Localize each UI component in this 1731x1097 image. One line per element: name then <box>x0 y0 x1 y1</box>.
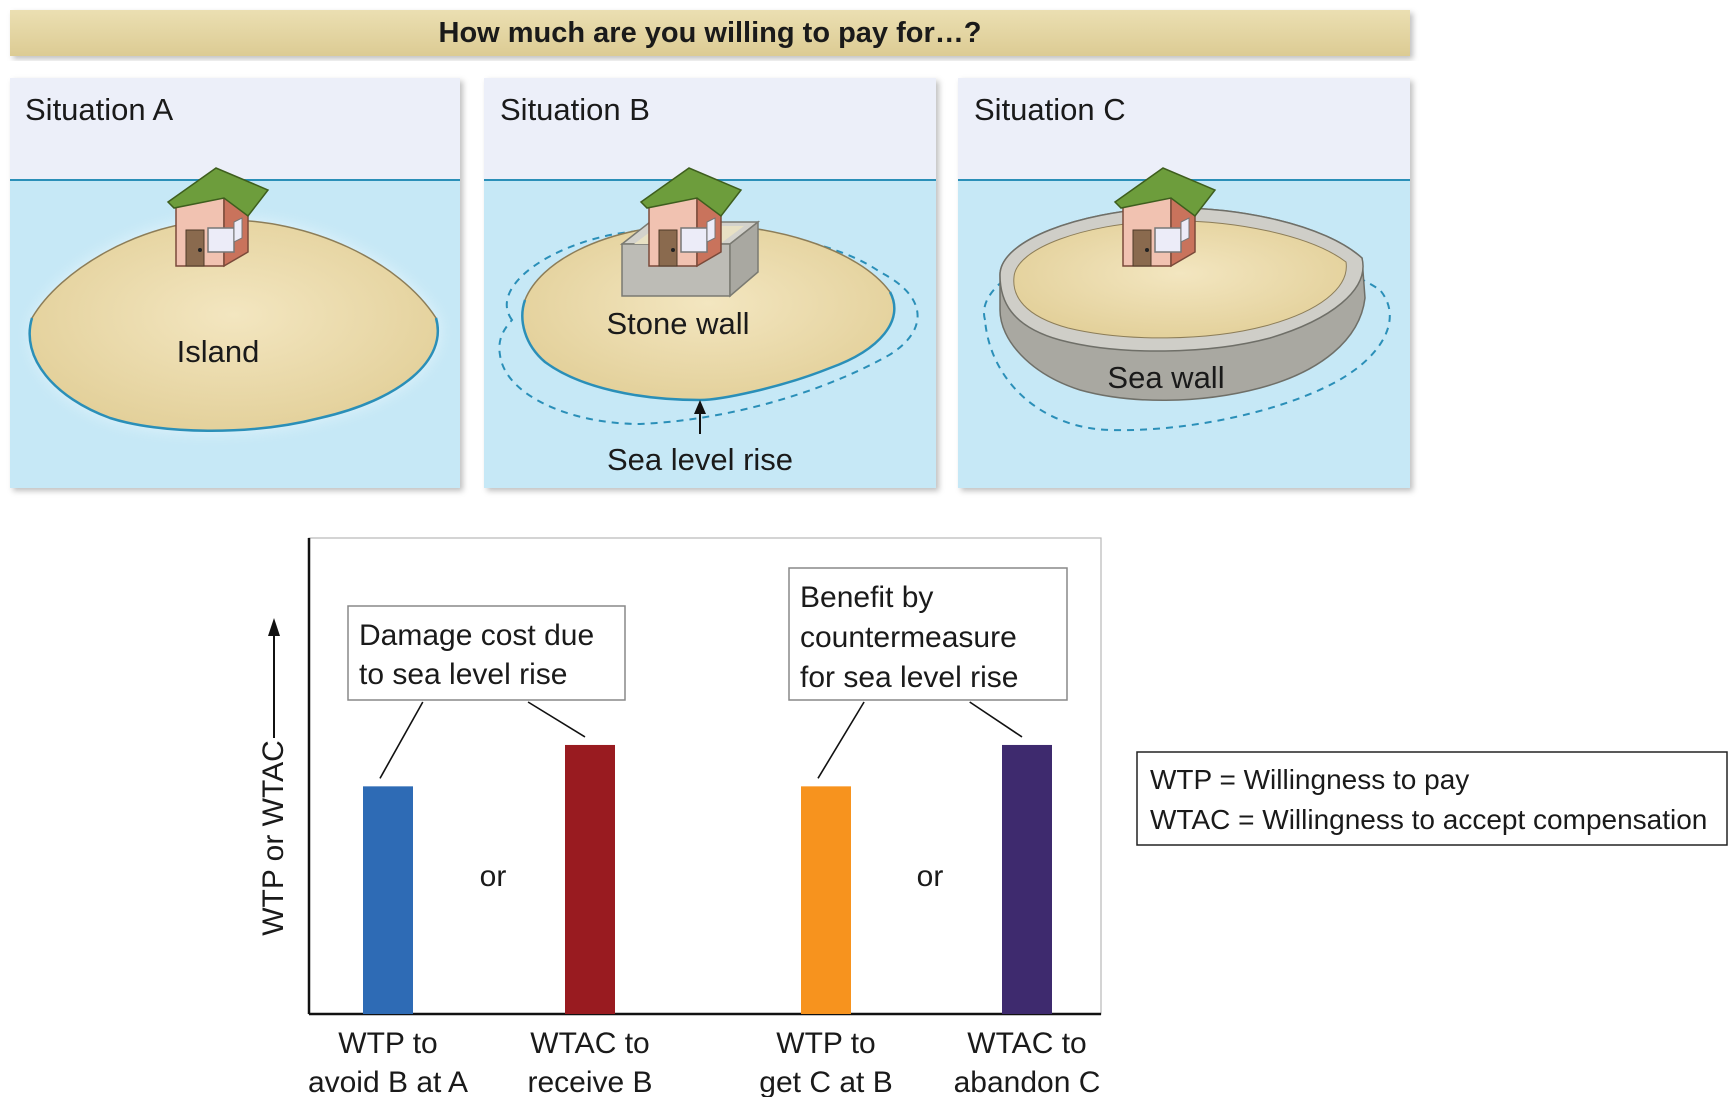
situation-a-title: Situation A <box>25 92 174 127</box>
callout-1: Damage cost due to sea level rise <box>347 605 626 779</box>
sea-level-outline <box>498 227 919 426</box>
sea-wall <box>999 207 1366 401</box>
callout-1-leader-left <box>379 701 424 779</box>
sea-level-rise-label: Sea level rise <box>607 442 793 477</box>
callout-box-1 <box>347 605 626 701</box>
stone-wall-label: Stone wall <box>606 306 749 341</box>
house-icon <box>639 167 743 268</box>
x-tick-label-2-2: receive B <box>527 1066 652 1097</box>
bar-3 <box>801 786 851 1014</box>
header-banner: How much are you willing to pay for…? <box>10 10 1410 56</box>
x-tick-label-3-1: WTP to <box>776 1027 875 1060</box>
legend-line-wtac: WTAC = Willingness to accept compensatio… <box>1150 804 1707 835</box>
or-separator-1: or <box>480 860 507 893</box>
x-tick-label-2-1: WTAC to <box>530 1027 649 1060</box>
callout-2-leader-right <box>969 701 1023 738</box>
callout-2: Benefit by countermeasure for sea level ri… <box>788 567 1068 779</box>
or-separator-2: or <box>917 860 944 893</box>
legend-box: WTP = Willingness to pay WTAC = Willingn… <box>1136 751 1728 846</box>
callout-1-line-2: to sea level rise <box>359 658 567 691</box>
callout-2-line-3: for sea level rise <box>800 661 1018 694</box>
situation-b-title: Situation B <box>500 92 650 127</box>
header-title: How much are you willing to pay for…? <box>439 17 982 49</box>
island-label: Island <box>177 334 260 369</box>
bar-1 <box>363 786 413 1014</box>
x-tick-label-1-1: WTP to <box>338 1027 437 1060</box>
callout-2-line-1: Benefit by <box>800 581 933 614</box>
x-tick-label-1-2: avoid B at A <box>308 1066 468 1097</box>
bar-2 <box>565 744 615 1014</box>
situation-a-panel: Situation A Island <box>10 78 460 488</box>
y-axis-arrowhead <box>268 618 280 636</box>
situation-c-title: Situation C <box>974 92 1126 127</box>
y-axis-label-group: WTP or WTAC <box>257 618 290 936</box>
legend-line-wtp: WTP = Willingness to pay <box>1150 764 1469 795</box>
bar-4 <box>1002 744 1052 1014</box>
situation-b-panel: Situation B Stone wall Sea level rise <box>484 78 936 488</box>
house-icon <box>1113 167 1217 268</box>
x-tick-label-4-2: abandon C <box>954 1066 1101 1097</box>
y-axis-label: WTP or WTAC <box>257 740 290 936</box>
callout-box-2 <box>788 567 1068 701</box>
house-icon <box>166 167 270 268</box>
sea-level-rise-arrow <box>694 400 706 434</box>
situation-c-panel: Situation C Sea wall <box>958 78 1410 488</box>
wtp-wtac-chart: WTP to avoid B at A WTAC to receive B WTP to… <box>257 537 1102 1097</box>
x-tick-label-4-1: WTAC to <box>967 1027 1086 1060</box>
callout-1-line-1: Damage cost due <box>359 619 594 652</box>
sea-wall-label: Sea wall <box>1107 360 1224 395</box>
callout-2-line-2: countermeasure <box>800 621 1017 654</box>
x-tick-label-3-2: get C at B <box>759 1066 892 1097</box>
callout-2-leader-left <box>817 701 865 779</box>
callout-1-leader-right <box>527 701 586 738</box>
